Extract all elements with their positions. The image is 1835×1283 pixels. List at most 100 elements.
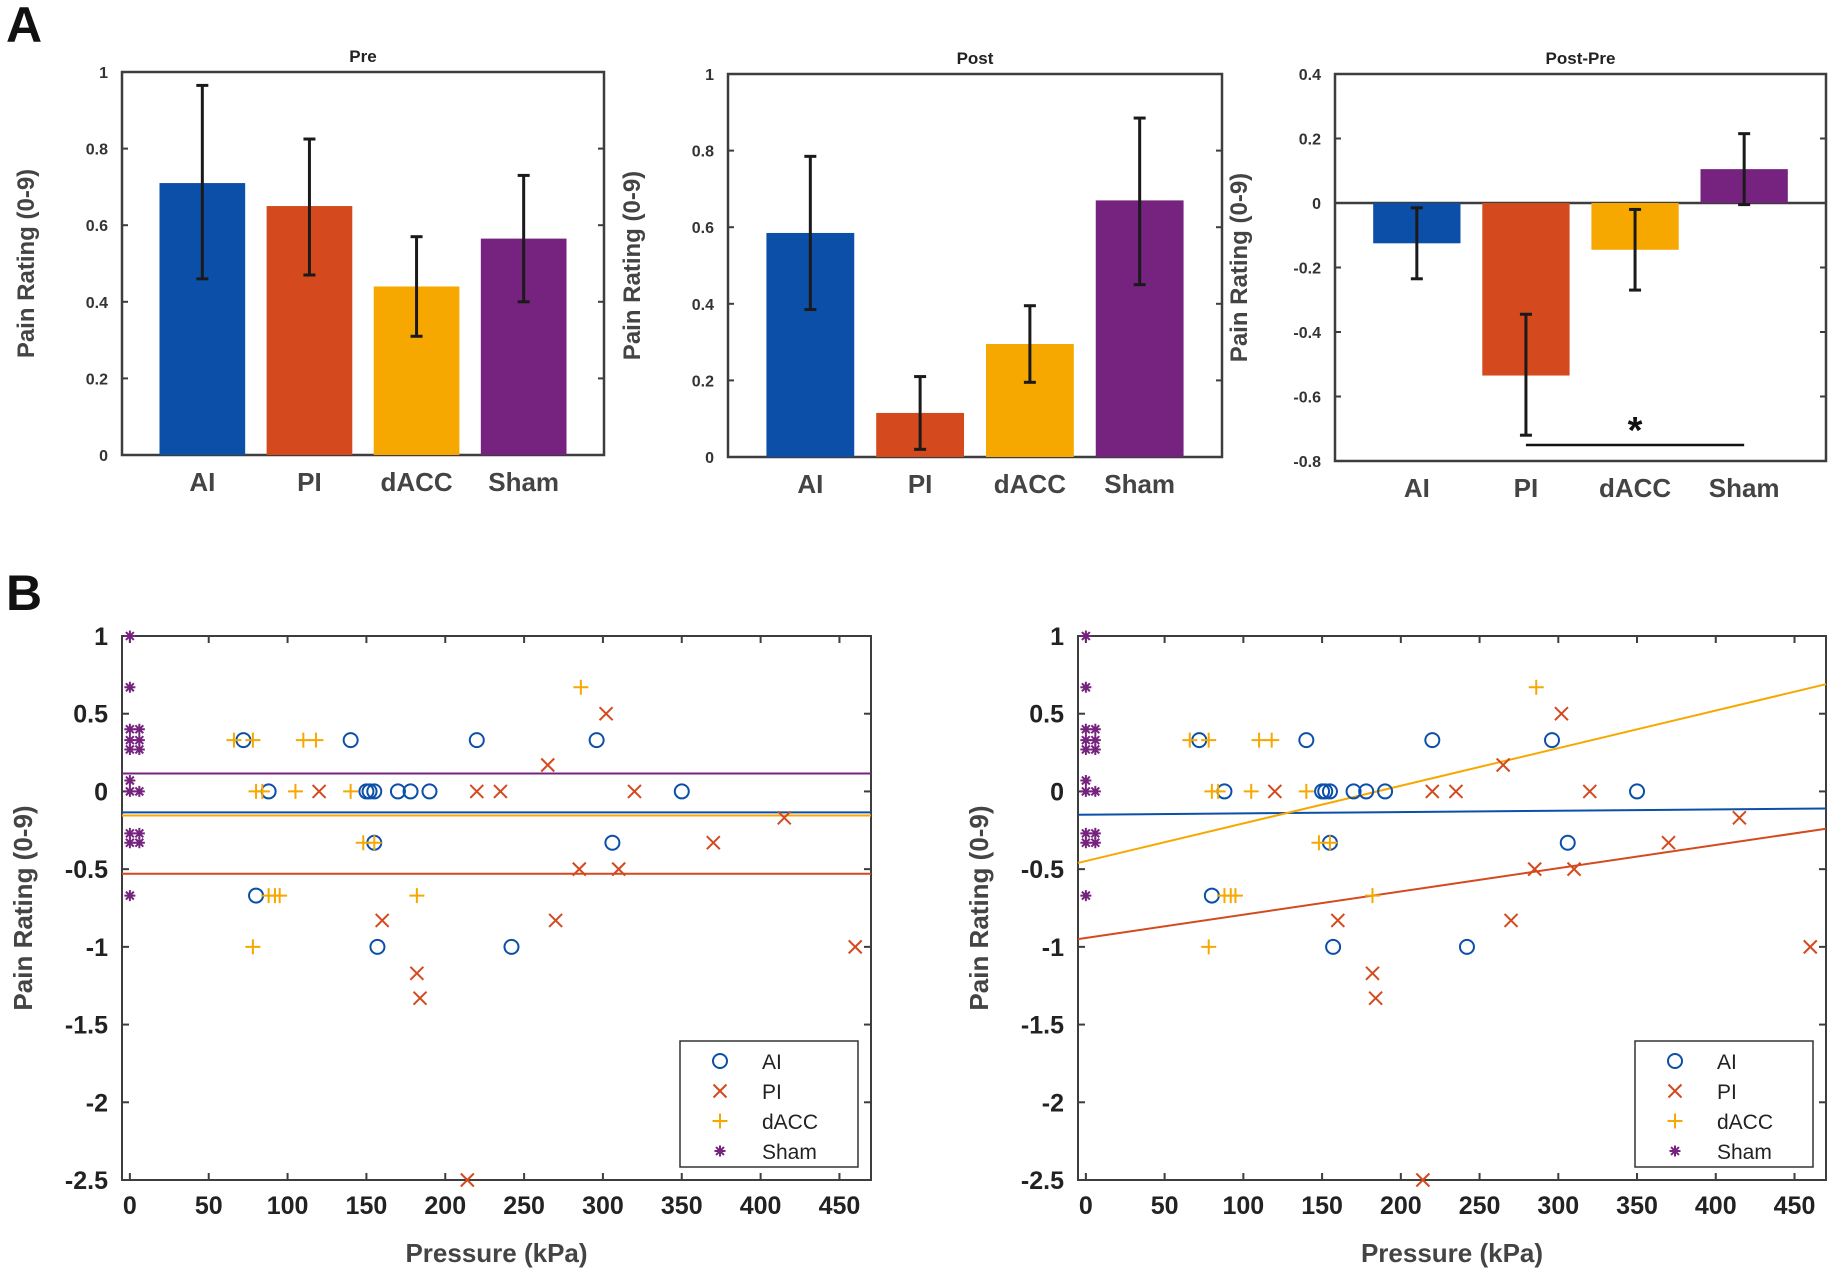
data-point-sham: [1089, 734, 1101, 746]
y-tick-label: -1.5: [65, 1012, 108, 1040]
y-tick-label: -0.5: [1021, 856, 1064, 884]
y-axis-label: Pain Rating (0-9): [8, 805, 38, 1010]
data-point-pi: [1448, 784, 1464, 799]
legend-marker-pi: [1667, 1083, 1683, 1099]
data-point-sham: [124, 775, 136, 787]
data-point-ai: [366, 783, 383, 800]
data-point-ai: [1345, 783, 1362, 800]
data-point-sham: [1080, 890, 1092, 902]
legend-label: AI: [762, 1051, 782, 1074]
data-point-sham: [1089, 837, 1101, 849]
data-point-pi: [1803, 939, 1818, 955]
data-point-sham: [124, 890, 136, 902]
data-point-ai: [1203, 887, 1220, 904]
plot-frame: [1077, 635, 1827, 1181]
y-axis-label: Pain Rating (0-9): [964, 805, 994, 1010]
series-dacc: [226, 679, 589, 955]
x-tick-label: 350: [1616, 1192, 1658, 1220]
data-point-sham: [1089, 827, 1101, 839]
data-point-sham: [1089, 743, 1101, 755]
data-point-sham: [133, 827, 145, 839]
x-tick-label: AI: [1404, 473, 1430, 503]
series-sham: [1080, 630, 1101, 902]
x-tick-label: 100: [267, 1192, 309, 1220]
data-point-sham: [1080, 775, 1092, 787]
significance-star: *: [1628, 410, 1643, 452]
y-tick-label: 0: [99, 448, 108, 465]
data-point-pi: [1267, 784, 1283, 799]
x-tick-label: PI: [1514, 473, 1539, 503]
data-point-ai: [1543, 732, 1560, 749]
series-pi: [1267, 706, 1818, 1188]
data-point-pi: [460, 1172, 475, 1188]
data-point-ai: [1629, 783, 1646, 800]
data-point-pi: [1365, 966, 1380, 981]
legend-label: AI: [1717, 1051, 1737, 1074]
y-tick-label: -2: [1042, 1089, 1064, 1117]
panel-label-b: B: [6, 565, 42, 621]
x-tick-label: AI: [797, 469, 823, 499]
data-point-ai: [1317, 783, 1334, 800]
y-tick-label: -1: [86, 934, 108, 962]
data-point-dacc: [1528, 679, 1544, 695]
data-point-dacc: [295, 732, 311, 748]
data-point-pi: [1566, 861, 1582, 877]
data-point-dacc: [1227, 888, 1243, 904]
bar-chart-postpre: -0.8 -0.6 -0.4 -0.2 0 0.2 0.4 AI PI dACC Sham Post-…: [1226, 49, 1828, 503]
data-point-sham: [124, 734, 136, 746]
data-point-pi: [311, 784, 327, 799]
data-point-dacc: [1322, 835, 1338, 851]
y-tick-label: -2.5: [65, 1167, 108, 1195]
y-tick-label: 0: [705, 450, 714, 467]
legend: AI PI dACC Sham: [679, 1040, 859, 1168]
x-tick-label: AI: [189, 467, 215, 497]
legend-marker-ai: [1667, 1053, 1683, 1069]
x-tick-label: 250: [1459, 1192, 1501, 1220]
y-tick-label: 1: [1050, 623, 1064, 651]
data-point-dacc: [226, 732, 242, 748]
series-ai: [1191, 732, 1646, 955]
data-point-sham: [1080, 723, 1092, 735]
plot-frame: [121, 635, 872, 1181]
x-tick-label: dACC: [380, 467, 452, 497]
x-axis-label: Pressure (kPa): [405, 1238, 587, 1268]
data-point-dacc: [1201, 939, 1217, 955]
series-sham: [124, 630, 145, 902]
data-point-ai: [503, 938, 520, 955]
series-dacc: [1182, 679, 1544, 955]
data-point-sham: [133, 837, 145, 849]
panel-label-a: A: [6, 0, 42, 53]
data-point-pi: [409, 966, 425, 981]
x-tick-label: 450: [819, 1192, 861, 1220]
data-point-pi: [1661, 835, 1676, 850]
data-point-pi: [469, 784, 484, 799]
y-tick-label: 0: [1050, 778, 1064, 806]
data-point-sham: [124, 630, 136, 642]
legend-box: [1634, 1040, 1814, 1168]
data-point-dacc: [287, 783, 303, 799]
data-point-pi: [848, 939, 863, 955]
data-point-pi: [598, 706, 614, 721]
data-point-sham: [133, 785, 145, 797]
y-tick-label: 0.2: [86, 371, 108, 388]
x-tick-label: dACC: [1599, 473, 1671, 503]
data-point-ai: [361, 783, 378, 800]
y-tick-label: 0: [1312, 196, 1321, 213]
y-tick-label: 0: [94, 778, 108, 806]
data-point-ai: [248, 887, 265, 904]
y-tick-label: -0.8: [1293, 454, 1321, 471]
data-point-dacc: [254, 783, 270, 799]
x-tick-label: 200: [424, 1192, 466, 1220]
y-tick-label: -0.4: [1293, 325, 1321, 342]
data-point-sham: [133, 734, 145, 746]
x-tick-label: 400: [1695, 1192, 1737, 1220]
data-point-pi: [1495, 757, 1511, 773]
x-tick-label: 250: [503, 1192, 545, 1220]
x-tick-label: PI: [908, 469, 933, 499]
data-point-pi: [572, 861, 587, 877]
data-point-sham: [1080, 827, 1092, 839]
x-tick-label: 300: [582, 1192, 624, 1220]
plot-frame: [726, 72, 1224, 459]
legend-label: Sham: [762, 1141, 817, 1164]
